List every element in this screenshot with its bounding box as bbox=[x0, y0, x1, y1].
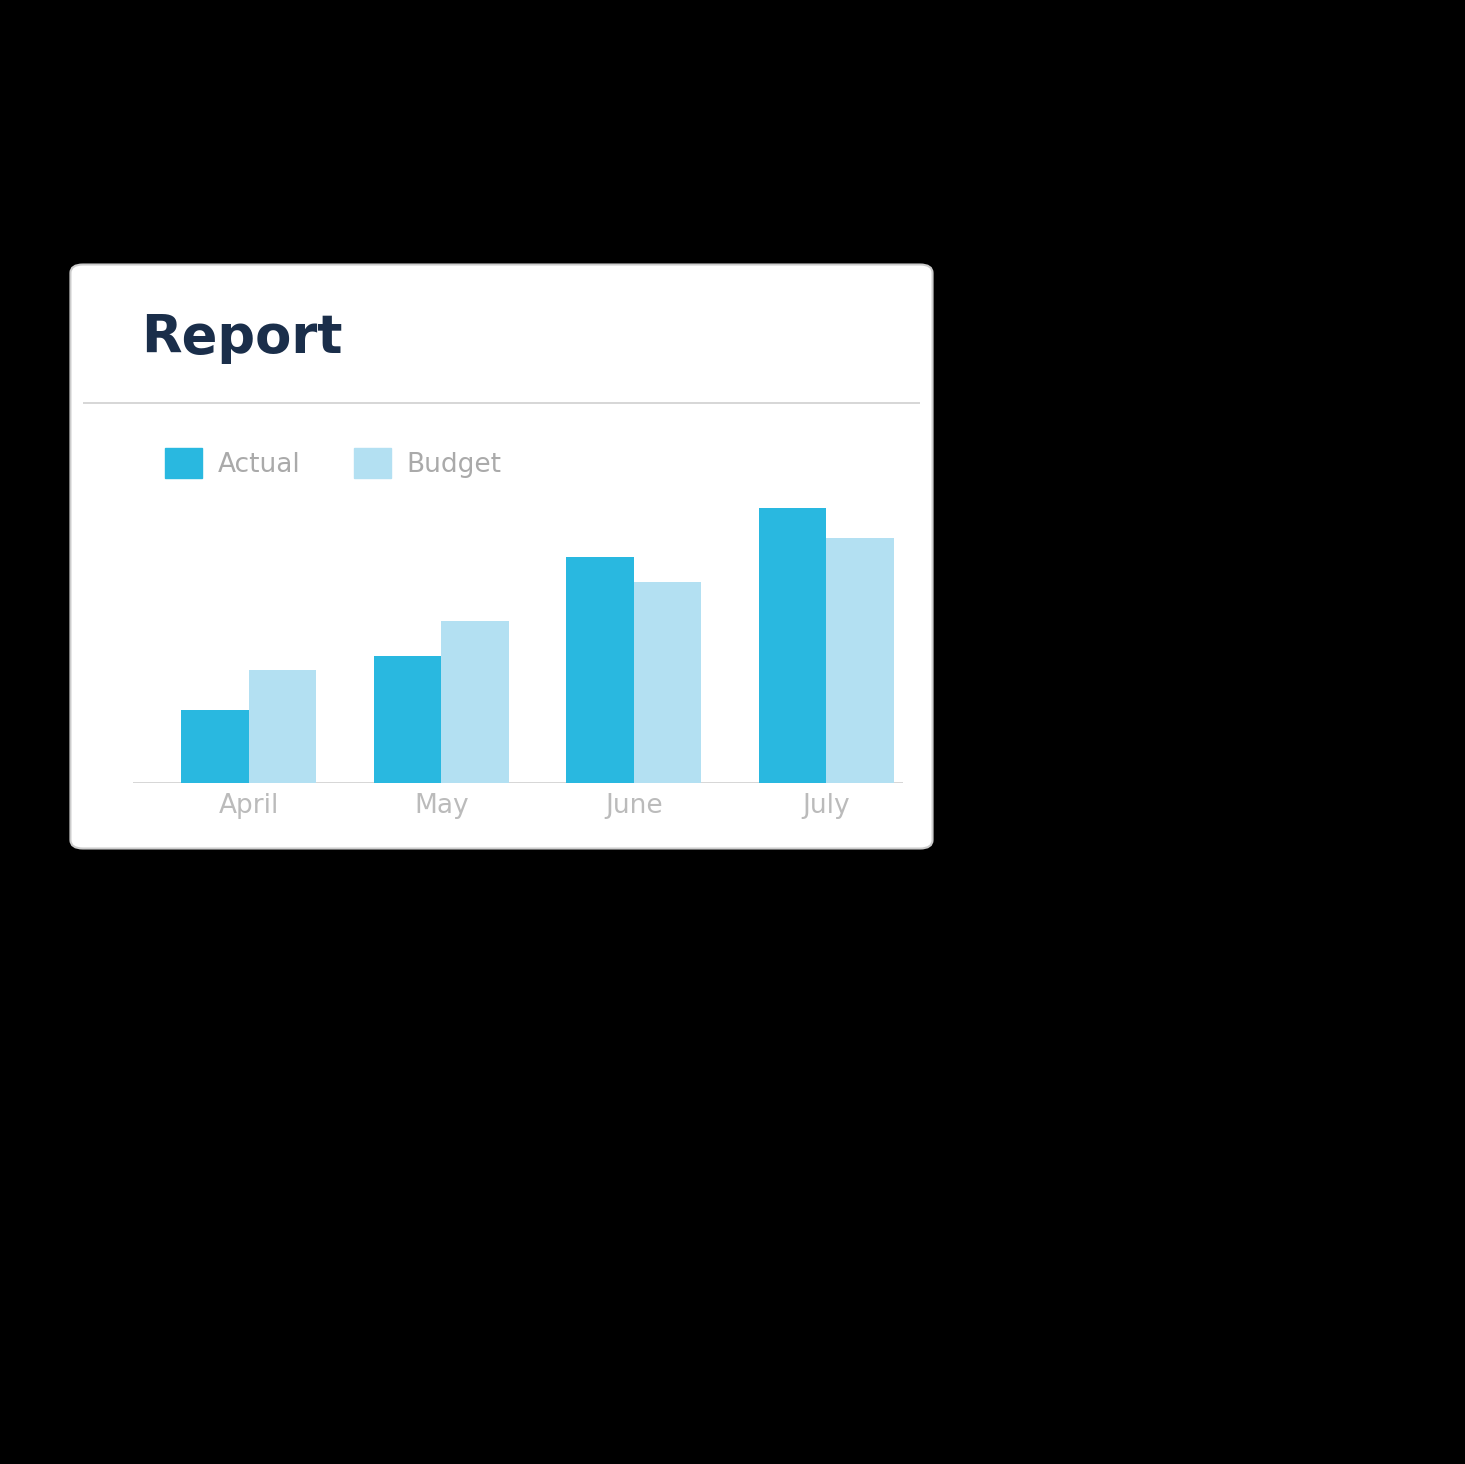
Legend: Actual, Budget: Actual, Budget bbox=[155, 438, 511, 489]
Bar bbox=[441, 621, 508, 783]
Bar bbox=[634, 581, 702, 783]
Bar bbox=[759, 508, 826, 783]
FancyBboxPatch shape bbox=[70, 265, 933, 849]
Bar bbox=[182, 710, 249, 783]
Bar bbox=[567, 558, 634, 783]
Text: Report: Report bbox=[142, 312, 343, 365]
Bar bbox=[374, 656, 441, 783]
Bar bbox=[826, 537, 894, 783]
Bar bbox=[249, 671, 316, 783]
